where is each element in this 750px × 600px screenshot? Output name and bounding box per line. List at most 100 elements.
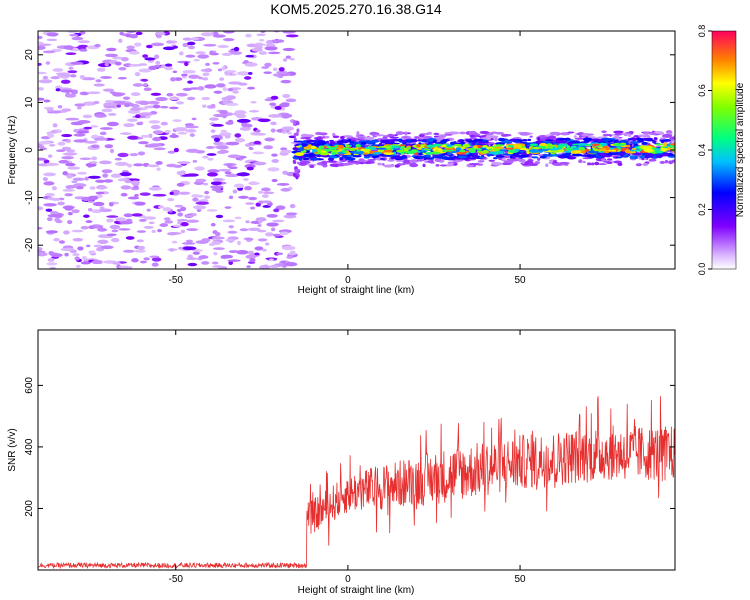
spectrogram-cell	[361, 141, 367, 145]
spectrogram-cell	[309, 164, 315, 169]
spectrogram-cell	[393, 151, 397, 155]
spectrogram-cell	[654, 148, 661, 151]
spectrogram-cell	[167, 150, 176, 154]
spectrogram-cell	[582, 160, 586, 164]
spectrogram-cell	[227, 230, 238, 234]
spectrogram-cell	[447, 162, 455, 165]
spectrogram-cell	[272, 39, 285, 43]
spectrogram-cell	[202, 155, 209, 159]
spectrogram-cell	[176, 101, 184, 105]
spectrogram-cell	[48, 154, 53, 158]
spectrogram-cell	[73, 183, 87, 188]
spectrogram-cell	[234, 183, 245, 188]
spectrogram-cell	[45, 61, 51, 65]
spectrogram-y-ticks: -20 -10 0 10 20	[24, 49, 675, 252]
spectrogram-cell	[468, 152, 473, 156]
spectrogram-cell	[176, 170, 187, 176]
spectrogram-cell	[500, 133, 512, 137]
spectrogram-cell	[358, 134, 364, 137]
spectrogram-cell	[356, 133, 360, 138]
spectrogram-cell	[56, 149, 66, 152]
spectrogram-cell	[278, 67, 285, 72]
spectrogram-cell	[192, 159, 198, 163]
spectrogram-cell	[95, 179, 106, 183]
spectrogram-cell	[150, 92, 162, 96]
spectrogram-cell	[173, 147, 179, 153]
spectrogram-cell	[280, 79, 292, 84]
spectrogram-cell	[116, 104, 121, 108]
spectrogram-cell	[624, 149, 631, 154]
spectrogram-cell	[578, 146, 585, 151]
spectrogram-cell	[249, 257, 256, 263]
colorbar-tick-label: 0.0	[697, 263, 707, 276]
spectrogram-cell	[528, 149, 540, 153]
spectrogram-cell	[45, 230, 59, 234]
spectrogram-cell	[271, 159, 280, 163]
spectrogram-cell	[162, 46, 176, 51]
spectrogram-cell	[180, 222, 189, 227]
spectrogram-cell	[79, 157, 92, 161]
spectrogram-cell	[599, 152, 605, 156]
spectrogram-cell	[416, 143, 421, 148]
spectrogram-cell	[435, 164, 440, 167]
spectrogram-cell	[668, 155, 675, 158]
spectrogram-cell	[138, 101, 150, 105]
spectrogram-cell	[302, 157, 310, 161]
spectrogram-cell	[84, 176, 89, 181]
spectrogram-cell	[222, 219, 236, 223]
spectrogram-cell	[81, 256, 87, 260]
spectrogram-cell	[281, 126, 295, 131]
spectrogram-cell	[330, 149, 340, 152]
spectrogram-cell	[564, 150, 573, 153]
spectrogram-cell	[363, 148, 372, 152]
spectrogram-cell	[100, 245, 114, 250]
spectrogram-cell	[270, 95, 279, 100]
spectrogram-cell	[306, 140, 312, 143]
spectrogram-cell	[224, 171, 232, 175]
spectrogram-cell	[457, 155, 468, 159]
x-tick-label: 50	[514, 574, 526, 585]
spectrogram-x-ticks: -50 0 50	[169, 31, 526, 286]
spectrogram-cell	[327, 157, 335, 161]
spectrogram-cell	[225, 238, 236, 242]
spectrogram-cell	[185, 173, 199, 177]
spectrogram-cell	[210, 181, 222, 186]
spectrogram-cell	[143, 257, 150, 261]
spectrogram-cell	[38, 157, 47, 161]
spectrogram-cell	[232, 189, 238, 194]
spectrogram-cell	[422, 163, 426, 168]
spectrogram-cell	[272, 67, 278, 72]
spectrogram-cell	[527, 138, 532, 142]
spectrogram-cell	[195, 194, 204, 198]
snr-x-ticks: -50 0 50	[169, 330, 526, 585]
spectrogram-cell	[100, 75, 112, 80]
spectrogram-cell	[427, 131, 432, 135]
spectrogram-cell	[67, 219, 73, 225]
spectrogram-cell	[386, 141, 395, 144]
spectrogram-cell	[468, 148, 476, 153]
spectrogram-cell	[47, 258, 55, 262]
spectrogram-cell	[184, 125, 199, 129]
spectrogram-cell	[406, 150, 416, 155]
spectrogram-cell	[104, 144, 114, 149]
spectrogram-cell	[597, 148, 607, 151]
spectrogram-cell	[38, 206, 44, 211]
spectrogram-y-label: Frequency (Hz)	[7, 116, 18, 185]
spectrogram-cell	[228, 225, 234, 229]
spectrogram-cell	[72, 47, 79, 52]
spectrogram-cell	[650, 132, 657, 135]
spectrogram-cell	[38, 144, 45, 149]
spectrogram-cell	[431, 151, 441, 155]
spectrogram-cell	[80, 261, 91, 265]
spectrogram-cell	[118, 67, 127, 71]
spectrogram-cell	[201, 238, 211, 243]
spectrogram-cell	[42, 50, 56, 54]
spectrogram-cell	[82, 114, 93, 119]
spectrogram-cell	[264, 232, 274, 237]
spectrogram-cell	[122, 96, 131, 100]
spectrogram-cell	[42, 75, 49, 80]
spectrogram-cell	[145, 44, 153, 49]
spectrogram-cell	[263, 71, 272, 74]
spectrogram-cell	[92, 224, 101, 227]
spectrogram-cell	[119, 172, 132, 177]
